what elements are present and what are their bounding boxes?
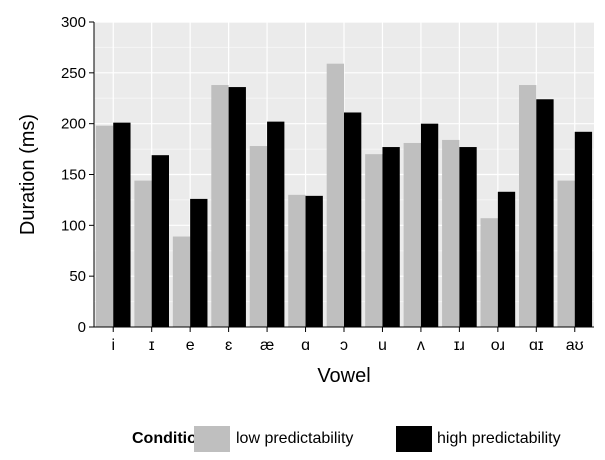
bar-low-predictability [172,236,191,327]
y-tick-label: 250 [61,65,86,82]
bar-low-predictability [365,154,383,327]
y-tick-label: 50 [69,268,86,285]
bar-low-predictability [95,125,114,327]
axes: 0 50 100 150 200 250 300 i ɪ e ɛ æ ɑ ɔ u ʌ ɪɹ oɹ ɑɪ aʊ [61,14,594,354]
bar-high-predictability [267,121,285,327]
legend-swatch-low-predictability [194,426,230,452]
bar-high-predictability [382,147,400,327]
x-tick-label: ʌ [417,337,425,354]
legend-label-high-predictability: high predictability [437,430,561,447]
y-tick-label: 300 [61,14,86,31]
bars [95,63,593,328]
bar-low-predictability [288,194,306,327]
bar-low-predictability [211,85,229,328]
bar-low-predictability [480,218,498,327]
legend-swatch-high-predictability [396,426,432,452]
x-tick-label: aʊ [566,337,584,354]
bar-high-predictability [536,99,554,328]
legend: Condition low predictability high predicta… [132,426,561,452]
bar-low-predictability [442,139,460,327]
bar-high-predictability [574,131,593,327]
x-tick-label: u [378,337,387,354]
y-tick-label: 100 [61,217,86,234]
bar-low-predictability [249,146,268,327]
bar-high-predictability [305,195,323,327]
bar-high-predictability [497,191,516,327]
x-tick-label: ɪɹ [454,337,465,354]
x-tick-label: e [186,337,195,354]
y-tick-label: 150 [61,167,86,184]
bar-low-predictability [134,180,152,327]
x-tick-label: oɹ [491,337,505,354]
x-tick-label: ɑɪ [529,337,544,354]
bar-high-predictability [344,112,362,327]
bar-low-predictability [519,85,537,328]
legend-title: Condition [132,430,207,447]
bar-low-predictability [326,63,344,327]
legend-label-low-predictability: low predictability [236,430,353,447]
x-tick-label: i [111,337,115,354]
x-tick-label: ɛ [225,337,232,354]
x-tick-label: æ [260,337,274,354]
y-axis-label: Duration (ms) [17,114,39,235]
x-tick-label: ɪ [149,337,155,354]
y-tick-label: 0 [78,319,86,336]
bar-high-predictability [113,122,131,328]
x-tick-label: ɔ [340,337,348,354]
bar-high-predictability [420,123,439,328]
bar-low-predictability [403,142,421,327]
bar-high-predictability [228,87,246,327]
bar-high-predictability [151,155,169,327]
bar-high-predictability [190,198,208,327]
y-tick-label: 200 [61,116,86,133]
x-axis-label: Vowel [317,365,370,387]
bar-low-predictability [557,180,575,327]
bar-high-predictability [459,147,477,327]
x-tick-label: ɑ [301,337,310,354]
